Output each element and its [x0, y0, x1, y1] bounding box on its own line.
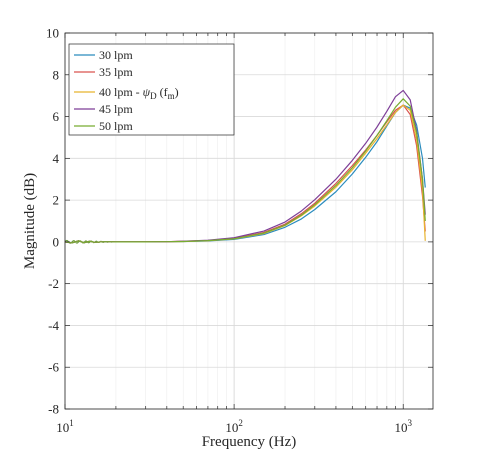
x-tick-label: 103 [394, 418, 412, 435]
y-tick-label: -4 [48, 318, 59, 333]
plot-frame [64, 32, 434, 410]
y-tick-label: 2 [53, 193, 60, 208]
legend-label: 40 lpm - ψD (fm) [99, 85, 179, 101]
series-line-5 [64, 98, 426, 244]
series-lines [64, 89, 426, 244]
y-tick-label: 8 [53, 67, 60, 82]
legend-label: 45 lpm [99, 102, 133, 116]
x-tick-exponent: 1 [69, 418, 74, 428]
legend-label: 35 lpm [99, 65, 133, 79]
y-tick-label: -2 [48, 276, 59, 291]
tick-marks [64, 32, 433, 410]
x-tick-exponent: 2 [238, 418, 243, 428]
y-tick-label: -8 [48, 402, 59, 417]
y-tick-label: 0 [53, 234, 60, 249]
x-tick-label: 101 [56, 418, 74, 435]
y-axis-title: Magnitude (dB) [22, 173, 38, 269]
y-tick-label: -6 [48, 360, 59, 375]
legend-box [68, 43, 235, 136]
y-tick-label: 4 [53, 151, 60, 166]
legend: 30 lpm 35 lpm 40 lpm - ψD (fm)45 lpm 50 lpm [68, 43, 235, 136]
y-tick-label: 6 [53, 109, 60, 124]
legend-label: 30 lpm [99, 48, 133, 62]
x-tick-label: 102 [225, 418, 243, 435]
x-tick-exponent: 3 [407, 418, 412, 428]
y-tick-label: 10 [46, 26, 59, 41]
x-axis-title: Frequency (Hz) [202, 434, 297, 450]
legend-symbol: ψ [143, 85, 151, 99]
legend-label: 50 lpm [99, 119, 133, 133]
